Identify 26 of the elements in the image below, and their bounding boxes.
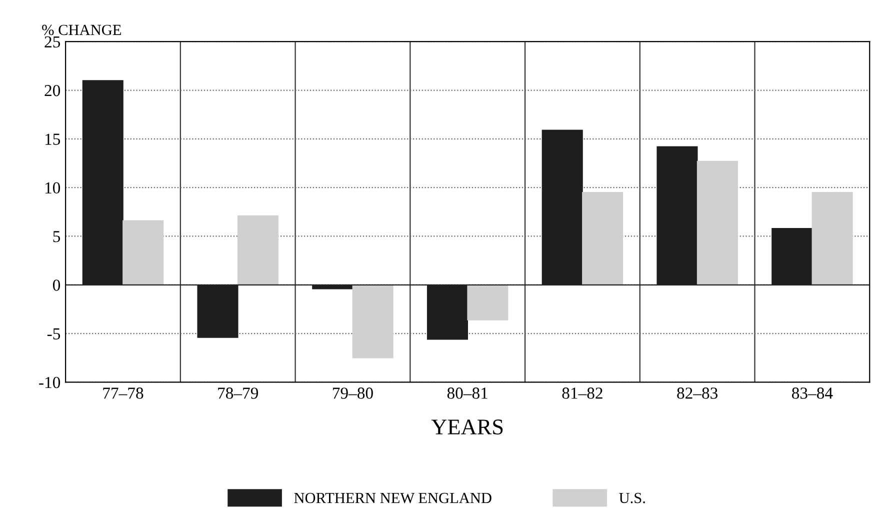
legend-label: NORTHERN NEW ENGLAND — [294, 492, 492, 504]
legend-label: U.S. — [619, 492, 645, 504]
y-tick-label: -10 — [39, 376, 60, 388]
x-axis-title: YEARS — [431, 420, 503, 434]
x-tick-label: 77–78 — [103, 388, 144, 399]
x-tick-label: 81–82 — [562, 388, 602, 399]
x-tick-label: 80–81 — [447, 388, 488, 399]
y-tick-label: 5 — [53, 231, 60, 242]
bar — [352, 284, 394, 358]
x-tick-label: 79–80 — [332, 388, 373, 399]
y-tick-label: 15 — [45, 134, 60, 145]
y-axis-title: % CHANGE — [42, 24, 121, 36]
x-tick-label: 82–83 — [677, 388, 718, 399]
bar — [237, 215, 278, 286]
bar — [812, 192, 853, 286]
y-tick-label: 20 — [44, 84, 60, 96]
x-tick-label: 78–79 — [218, 388, 258, 399]
bar — [467, 284, 508, 320]
y-tick-label: 25 — [44, 36, 60, 48]
bar — [582, 192, 624, 286]
y-tick-label: 10 — [45, 182, 60, 194]
x-tick-label: 83–84 — [792, 388, 833, 399]
y-tick-label: -5 — [47, 328, 60, 340]
bar — [696, 160, 738, 286]
y-tick-label: 0 — [52, 280, 60, 291]
bar — [122, 220, 164, 286]
